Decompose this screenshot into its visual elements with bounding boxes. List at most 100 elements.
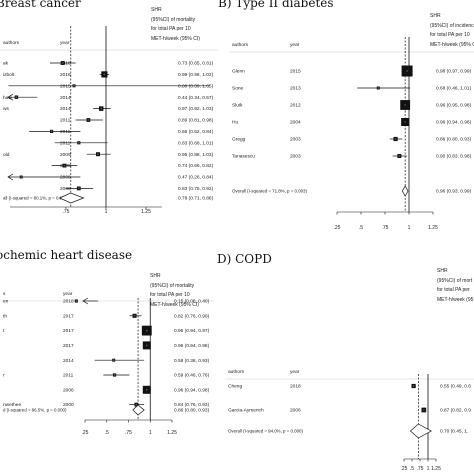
x-tick-label: 1 [427,466,430,472]
study-estimate-label: 0.83 (0.75, 0.92) [178,186,214,192]
point-estimate [75,300,78,302]
study-estimate-label: 0.47 (0.26, 0.84) [178,175,214,181]
study-estimate-label: 0.58 (0.36, 0.93) [174,358,210,364]
study-author: t [3,328,5,334]
ci-arrow [7,173,14,181]
study-year: 2015 [60,83,71,89]
x-tick-label: .25 [401,466,408,472]
estimate-header-line: (95%CI) of mort [437,277,473,284]
study-year: 2000 [63,402,74,408]
point-estimate [100,107,103,110]
study-year: 2018 [63,299,74,305]
estimate-header-line: SHR [151,7,162,13]
overall-diamond [401,185,409,197]
study-year: 2004 [290,120,301,126]
estimate-header-line: for total PA per [437,287,470,293]
authors-column-header: authors [232,42,249,48]
overall-diamond [132,404,145,416]
year-column-header: year [63,291,73,297]
panel-title: D) COPD [217,252,272,266]
point-estimate [145,329,148,332]
point-estimate [61,62,64,64]
study-year: 2006 [63,387,74,393]
overall-estimate-label: 0.78 (0.71, 0.86) [178,196,214,202]
x-tick-label: .25 [82,430,89,436]
study-author: Tanasescu [232,154,255,160]
point-estimate [404,104,407,106]
study-estimate-label: 0.89 (0.81, 0.98) [178,118,214,124]
estimate-header-line: for total PA per 10 [430,32,470,38]
study-year: 2017 [63,313,74,319]
point-estimate [77,141,80,144]
point-estimate [113,374,116,376]
x-tick-label: 1.25 [428,225,438,231]
x-tick-label: .5 [359,225,363,231]
study-year: 2011 [63,373,74,379]
x-tick-label: .5 [105,430,109,436]
study-estimate-label: 0.74 (0.66, 0.82) [178,163,214,169]
study-estimate-label: 0.59 (0.46, 0.76) [174,373,210,379]
x-tick-label: .25 [334,225,341,231]
point-estimate [77,187,80,190]
point-estimate [145,344,148,347]
study-author: Garcia-Aymerich [228,408,264,414]
study-estimate-label: 0.80 (0.39, 1.65) [178,83,214,89]
year-column-header: year [290,369,300,375]
study-estimate-label: 0.15 (0.06, 0.40) [174,299,210,305]
point-estimate [394,138,397,140]
study-estimate-label: 0.96 (0.94, 0.97) [174,328,210,334]
study-estimate-label: 0.84 (0.76, 0.93) [174,402,210,408]
study-estimate-label: 0.82 (0.76, 0.90) [174,313,210,319]
study-author: nwethee [3,402,21,408]
point-estimate [50,130,53,133]
x-tick-label: 1 [149,430,152,436]
study-author: Glenn [232,69,245,75]
x-tick-label: .75 [417,466,424,472]
x-tick-label: 1 [408,225,411,231]
study-year: 2003 [290,137,301,143]
point-estimate [135,403,138,406]
study-author: r [3,373,5,379]
overall-diamond [409,423,432,439]
study-year: 2011 [60,140,71,146]
study-year: 2018 [60,61,71,67]
panel-title: B) Type II diabetes [218,0,334,10]
study-year: 2014 [60,106,71,112]
study-year: 2014 [60,95,71,101]
estimate-header-line: MET-h/week (95% CI) [430,41,474,48]
study-year: 2017 [63,328,74,334]
overall-diamond [58,192,85,204]
study-author: Gregg [232,137,246,143]
estimate-header-line: (95%CI) of incidence [430,22,474,29]
overall-estimate-label: 0.86 (0.80, 0.93) [174,408,210,414]
point-estimate [398,155,401,157]
study-estimate-label: 0.68 (0.46, 1.01) [436,86,472,92]
study-estimate-label: 0.83 (0.68, 1.01) [178,140,214,146]
authors-column-header: authors [3,40,20,46]
overall-label: Overall (I-squared = 71.8%, p = 0.003) [232,189,307,194]
study-year: 2012 [290,103,301,109]
point-estimate [412,385,415,387]
point-estimate [112,359,115,362]
x-tick-label: 1.25 [431,466,441,472]
study-estimate-label: 0.96 (0.95, 0.98) [436,103,472,109]
study-estimate-label: 0.97 (0.92, 1.03) [178,106,214,112]
study-estimate-label: 0.90 (0.83, 0.98) [436,154,472,160]
overall-label: Overall (I-squared = 94.0%, p = 0.000) [228,429,303,434]
study-year: 2003 [290,154,301,160]
estimate-header-line: (95%CI) of mortality [151,16,196,23]
year-column-header: year [60,40,70,46]
estimate-header-line: MET-h/week (95% CI) [151,35,200,42]
point-estimate [20,176,23,178]
point-estimate [133,314,136,317]
point-estimate [377,87,380,89]
x-tick-label: 1 [105,209,108,215]
x-tick-label: .5 [410,466,414,472]
x-tick-label: 1.25 [167,430,177,436]
study-estimate-label: 0.44 (0.34, 0.57) [178,95,214,101]
study-estimate-label: 0.66 (0.52, 0.84) [178,129,214,135]
x-tick-label: .75 [382,225,389,231]
point-estimate [103,73,106,76]
study-author: haw [3,95,12,101]
